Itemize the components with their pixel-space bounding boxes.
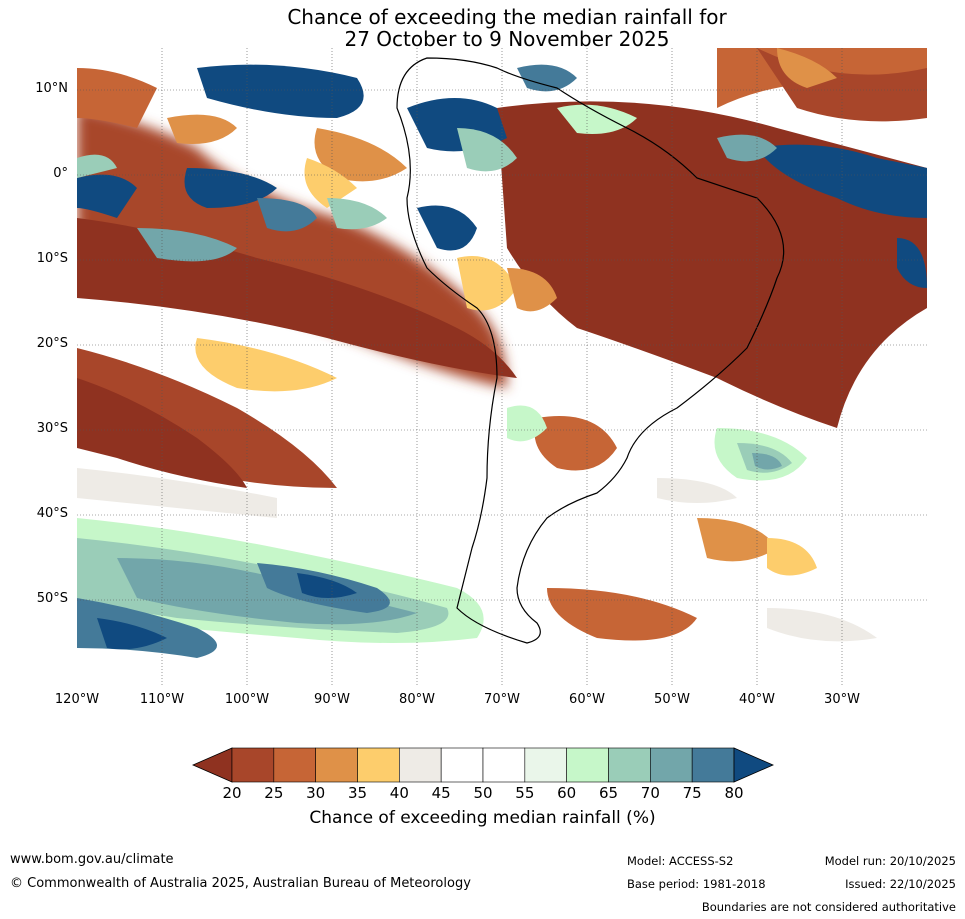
model-name: Model: ACCESS-S2 — [627, 854, 734, 868]
colorbar-tick-label: 45 — [431, 784, 451, 802]
lat-label: 50°S — [36, 591, 68, 606]
colorbar-tick-label: 30 — [306, 784, 326, 802]
lon-label: 60°W — [569, 692, 605, 707]
colorbar-segment — [440, 747, 484, 783]
colorbar-tick-label: 70 — [640, 784, 660, 802]
colorbar-segment — [650, 747, 693, 783]
colorbar-tick-label: 20 — [222, 784, 242, 802]
colorbar-tick-label: 80 — [724, 784, 744, 802]
lat-label: 10°N — [35, 81, 68, 96]
lon-label: 110°W — [139, 692, 185, 707]
colorbar-segment — [231, 747, 275, 783]
colorbar-segment — [482, 747, 526, 783]
map-title-line1: Chance of exceeding the median rainfall … — [287, 5, 727, 29]
colorbar-segment — [566, 747, 609, 783]
coastline — [396, 57, 785, 644]
copyright-text: © Commonwealth of Australia 2025, Austra… — [10, 876, 471, 891]
lat-label: 40°S — [36, 506, 68, 521]
colorbar — [192, 747, 774, 783]
lat-label: 0° — [53, 166, 68, 181]
colorbar-extend-low — [192, 747, 233, 783]
colorbar-tick-label: 40 — [389, 784, 409, 802]
colorbar-tick-label: 25 — [264, 784, 284, 802]
lat-label: 20°S — [36, 336, 68, 351]
lon-label: 70°W — [484, 692, 520, 707]
colorbar-extend-high — [733, 747, 774, 783]
colorbar-segment — [357, 747, 400, 783]
colorbar-segment — [691, 747, 735, 783]
lon-label: 30°W — [824, 692, 860, 707]
base-period: Base period: 1981-2018 — [627, 877, 766, 891]
colorbar-title: Chance of exceeding median rainfall (%) — [309, 808, 656, 828]
colorbar-tick-label: 50 — [473, 784, 493, 802]
model-run-date: Model run: 20/10/2025 — [824, 854, 956, 868]
colorbar-segment — [273, 747, 316, 783]
issued-date: Issued: 22/10/2025 — [845, 877, 956, 891]
colorbar-tick-label: 60 — [557, 784, 577, 802]
lon-label: 50°W — [654, 692, 690, 707]
lon-label: 120°W — [54, 692, 100, 707]
rainfall-probability-map — [77, 48, 927, 686]
colorbar-segment — [524, 747, 567, 783]
lat-label: 30°S — [36, 421, 68, 436]
colorbar-segment — [608, 747, 651, 783]
colorbar-tick-label: 35 — [347, 784, 368, 802]
colorbar-segment — [315, 747, 358, 783]
colorbar-tick-label: 65 — [598, 784, 619, 802]
lon-label: 100°W — [224, 692, 270, 707]
colorbar-tick-label: 55 — [515, 784, 535, 802]
lat-label: 10°S — [36, 251, 68, 266]
lon-label: 40°W — [739, 692, 775, 707]
lon-label: 80°W — [399, 692, 435, 707]
map-title-line2: 27 October to 9 November 2025 — [344, 27, 670, 51]
lon-label: 90°W — [314, 692, 350, 707]
graticule — [77, 48, 927, 686]
boundary-disclaimer: Boundaries are not considered authoritat… — [701, 900, 956, 914]
colorbar-tick-label: 75 — [682, 784, 702, 802]
website-link[interactable]: www.bom.gov.au/climate — [10, 852, 174, 867]
colorbar-segment — [399, 747, 442, 783]
